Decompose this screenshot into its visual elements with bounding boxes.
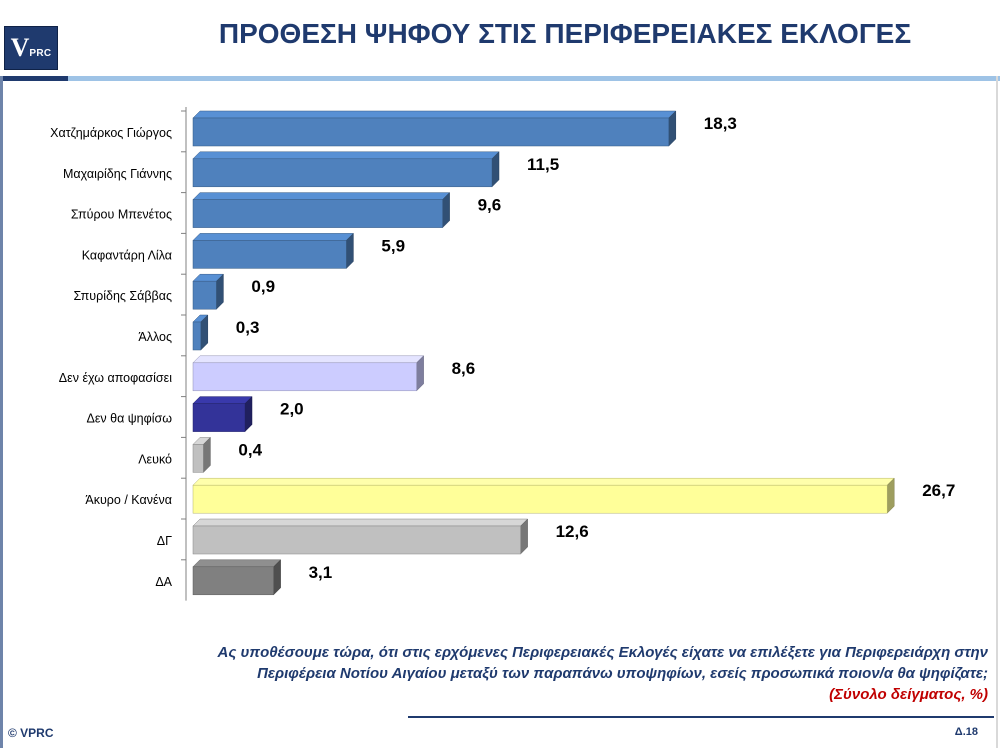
bar bbox=[192, 525, 521, 555]
bar bbox=[192, 566, 274, 596]
bar-top-face bbox=[192, 477, 895, 486]
category-label: Μαχαιρίδης Γιάννης bbox=[63, 167, 172, 181]
bar bbox=[192, 403, 246, 432]
value-label: 18,3 bbox=[704, 114, 737, 133]
bar-top-face bbox=[192, 192, 451, 200]
value-label: 0,9 bbox=[251, 277, 275, 296]
bar-top-face bbox=[192, 559, 282, 568]
category-label: Άλλος bbox=[138, 330, 172, 344]
base-note: (Σύνολο δείγματος, %) bbox=[829, 686, 988, 703]
question-line-2: Περιφέρεια Νοτίου Αιγαίου μεταξύ των παρ… bbox=[257, 665, 988, 682]
bar-top-face bbox=[192, 233, 355, 241]
value-label: 3,1 bbox=[309, 563, 333, 582]
category-label: ΔΑ bbox=[155, 575, 172, 589]
bar bbox=[192, 362, 417, 392]
bar bbox=[192, 117, 670, 147]
vote-intention-bar-chart: Χατζημάρκος Γιώργος 18,3 Μαχαιρίδης Γιάννη… bbox=[50, 107, 955, 601]
bar bbox=[192, 240, 347, 269]
category-label: Σπύρου Μπενέτος bbox=[71, 208, 172, 222]
logo-prc: PRC bbox=[29, 47, 52, 59]
category-label: Δεν θα ψηφίσω bbox=[86, 412, 172, 426]
header-rule-light bbox=[68, 76, 1000, 81]
value-label: 0,4 bbox=[238, 440, 262, 459]
bar bbox=[192, 280, 217, 310]
bar bbox=[192, 444, 204, 473]
bar bbox=[192, 199, 443, 228]
bar bbox=[192, 158, 493, 188]
copyright: © VPRC bbox=[8, 726, 54, 740]
bar-top-face bbox=[192, 396, 253, 404]
category-label: Λευκό bbox=[138, 452, 172, 466]
value-label: 12,6 bbox=[556, 522, 589, 541]
right-border-rule bbox=[996, 76, 998, 748]
logo-v: V bbox=[10, 33, 30, 62]
page-number: Δ.18 bbox=[954, 726, 978, 738]
question-note: Ας υποθέσουμε τώρα, ότι στις ερχόμενες Π… bbox=[68, 642, 988, 705]
category-label: Σπυρίδης Σάββας bbox=[74, 289, 172, 303]
value-label: 8,6 bbox=[452, 359, 476, 378]
left-border-rule bbox=[0, 76, 3, 748]
footer-rule bbox=[408, 716, 994, 718]
page-title: ΠΡΟΘΕΣΗ ΨΗΦΟΥ ΣΤΙΣ ΠΕΡΙΦΕΡΕΙΑΚΕΣ ΕΚΛΟΓΕΣ bbox=[218, 18, 912, 49]
vprc-logo: V PRC bbox=[4, 26, 58, 70]
bar bbox=[192, 321, 202, 351]
bar-top-face bbox=[192, 355, 425, 364]
category-label: ΔΓ bbox=[157, 534, 172, 548]
category-label: Άκυρο / Κανένα bbox=[85, 493, 172, 507]
bar-top-face bbox=[192, 110, 677, 119]
category-label: Χατζημάρκος Γιώργος bbox=[50, 126, 172, 140]
category-label: Δεν έχω αποφασίσει bbox=[59, 371, 172, 385]
bar-top-face bbox=[192, 151, 500, 160]
value-label: 26,7 bbox=[922, 481, 955, 500]
bar bbox=[192, 484, 888, 514]
value-label: 2,0 bbox=[280, 400, 304, 419]
bar-top-face bbox=[192, 518, 529, 527]
value-label: 9,6 bbox=[478, 196, 502, 215]
header-rule-dark bbox=[0, 76, 68, 81]
category-label: Καφαντάρη Λίλα bbox=[82, 248, 172, 262]
value-label: 5,9 bbox=[381, 236, 405, 255]
value-label: 0,3 bbox=[236, 318, 260, 337]
value-label: 11,5 bbox=[527, 155, 559, 174]
question-line-1: Ας υποθέσουμε τώρα, ότι στις ερχόμενες Π… bbox=[217, 644, 988, 661]
